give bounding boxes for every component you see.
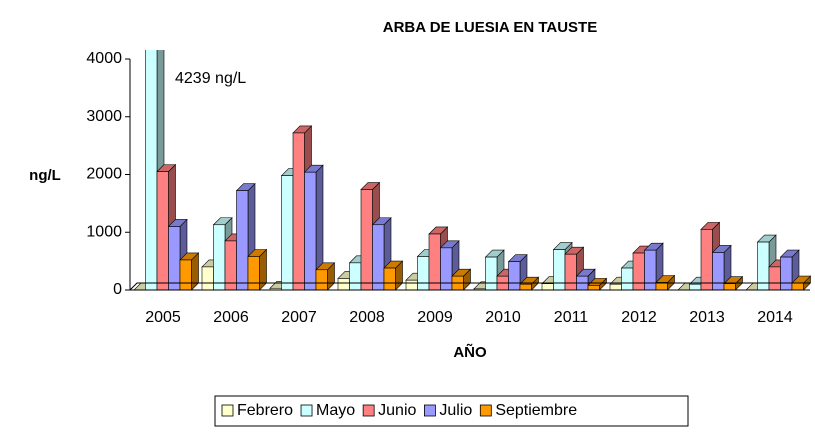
bar-front	[179, 259, 192, 291]
x-tick-label: 2011	[554, 309, 589, 326]
bar-front	[632, 252, 645, 291]
legend-swatch	[221, 404, 234, 417]
bar	[179, 252, 200, 291]
bar-front	[247, 256, 260, 291]
bar-front	[541, 283, 554, 291]
bar-front	[508, 261, 521, 291]
bar-front	[768, 266, 781, 291]
bar-front	[213, 224, 226, 291]
y-tick-label: 2000	[86, 166, 122, 183]
bar	[315, 262, 336, 291]
bar-front	[405, 279, 418, 291]
bar-front	[337, 278, 350, 291]
bar-front	[553, 249, 566, 291]
bar-front	[292, 132, 305, 291]
bar-front	[315, 269, 328, 291]
y-tick-label: 4000	[86, 50, 122, 67]
bar-front	[791, 282, 804, 291]
x-tick-label: 2006	[213, 309, 249, 326]
bar-front	[723, 283, 736, 291]
bar-front	[304, 171, 317, 291]
x-tick-label: 2013	[689, 309, 725, 326]
legend-swatch	[362, 404, 375, 417]
bar-front	[281, 175, 294, 291]
legend-label: Mayo	[316, 402, 355, 419]
bar-front	[485, 256, 498, 291]
bar-front	[609, 283, 622, 291]
bar-front	[689, 283, 702, 291]
floor	[129, 282, 810, 291]
x-tick-label: 2009	[417, 309, 453, 326]
bar-front	[428, 233, 441, 291]
bar-front	[587, 285, 600, 291]
legend: Febrero Mayo Junio Julio Septiembre	[221, 402, 577, 419]
bar-front	[700, 229, 713, 291]
y-axis-label: ng/L	[29, 167, 61, 184]
chart-title: ARBA DE LUESIA EN TAUSTE	[383, 19, 597, 36]
bar-front	[712, 252, 725, 291]
bar-front	[201, 266, 214, 291]
bar	[247, 248, 268, 291]
bar-front	[372, 224, 385, 291]
bar	[383, 260, 404, 291]
bar-front	[417, 256, 430, 291]
y-tick-label: 0	[113, 281, 122, 298]
bar	[303, 164, 324, 291]
legend-label: Julio	[439, 402, 472, 419]
x-tick-label: 2010	[485, 309, 521, 326]
bar-front	[564, 253, 577, 291]
x-tick-label: 2005	[145, 309, 181, 326]
bar-front	[156, 171, 169, 291]
x-axis-label: AÑO	[453, 343, 487, 361]
bar-front	[644, 249, 657, 291]
bar-top	[146, 38, 165, 45]
x-tick-label: 2007	[281, 309, 317, 326]
x-tick-label: 2014	[757, 309, 793, 326]
legend-label: Febrero	[237, 402, 293, 419]
bar-front	[236, 190, 249, 291]
legend-swatch	[479, 404, 492, 417]
legend-swatch	[300, 404, 313, 417]
bar	[519, 276, 540, 291]
x-tick-label: 2008	[349, 309, 385, 326]
bar-front	[383, 267, 396, 291]
bar-front	[168, 226, 181, 291]
y-tick-label: 1000	[86, 223, 122, 240]
bar-front	[145, 50, 158, 291]
bar-front	[519, 283, 532, 291]
legend-swatch	[424, 404, 436, 417]
bar-front	[655, 282, 668, 291]
bar-front	[349, 262, 362, 291]
bar-front	[780, 256, 793, 291]
bar-front	[440, 247, 453, 291]
bar-front	[360, 189, 373, 291]
bar-front	[621, 267, 634, 291]
annotation: 4239 ng/L	[175, 70, 246, 87]
legend-label: Septiembre	[495, 402, 577, 419]
y-tick-label: 3000	[86, 108, 122, 125]
x-tick-label: 2012	[621, 309, 657, 326]
legend-label: Junio	[378, 402, 416, 419]
legend-box	[214, 395, 689, 427]
